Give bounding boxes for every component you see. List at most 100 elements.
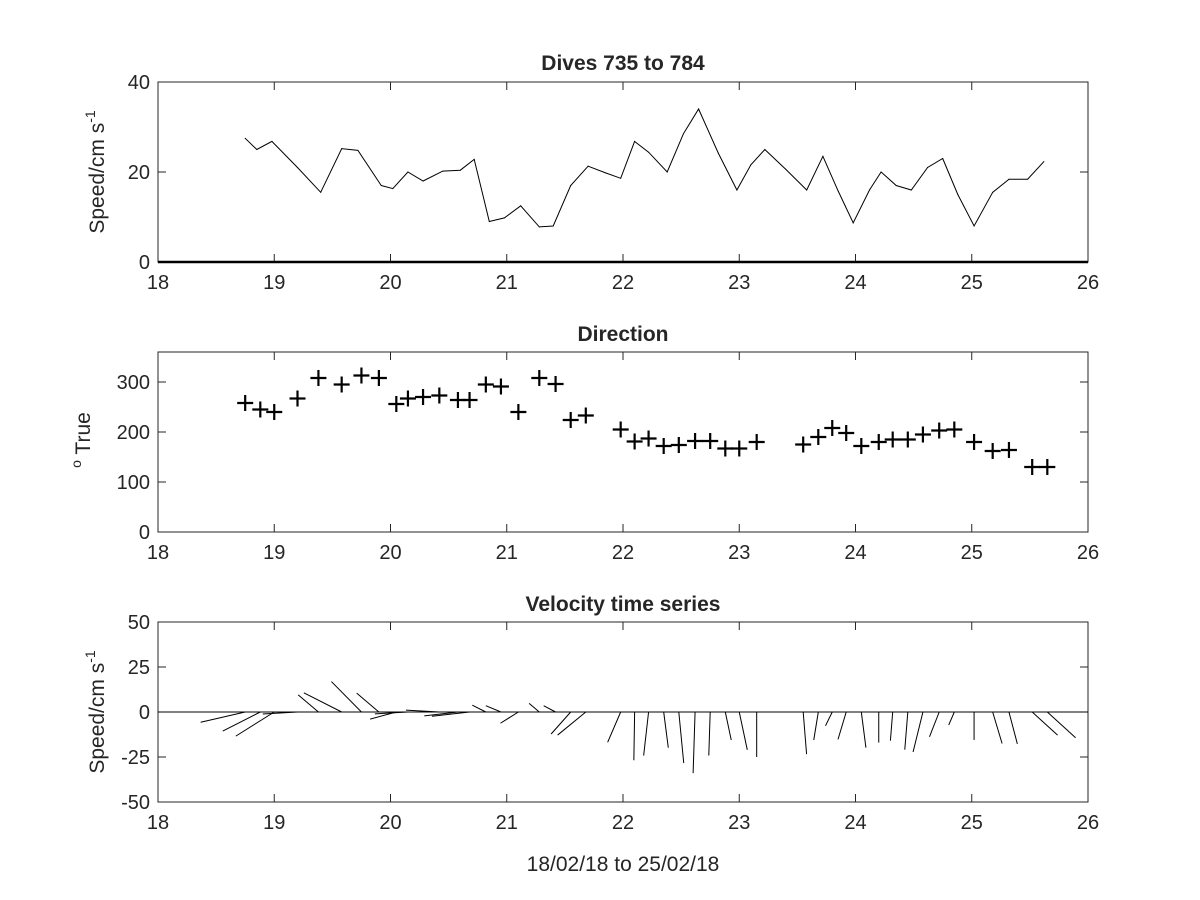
direction-panel-plus-marker xyxy=(914,426,931,443)
speed-panel-data-point xyxy=(648,151,650,153)
direction-panel-xtick-label: 22 xyxy=(612,542,634,564)
speed-panel: Dives 735 to 784 Speed/cm s-1 18 19 20 21 22… xyxy=(82,52,1099,294)
velocity-panel-ylabel-main: Speed/cm s xyxy=(86,663,109,774)
speed-panel-data-point xyxy=(852,222,854,224)
velocity-panel-velocity-stick xyxy=(889,711,894,741)
speed-panel-data-point xyxy=(910,189,912,191)
speed-panel-data-point xyxy=(868,189,870,191)
speed-panel-xtick-label: 24 xyxy=(844,272,866,294)
velocity-panel-velocity-stick xyxy=(692,711,696,774)
velocity-panel-velocity-stick xyxy=(992,711,1003,744)
direction-panel-plus-marker xyxy=(870,434,887,450)
direction-panel-ytick-label: 200 xyxy=(117,422,150,444)
velocity-panel-velocity-stick xyxy=(929,711,940,738)
direction-panel-plus-marker xyxy=(1039,459,1056,475)
direction-panel-plus-marker xyxy=(1000,442,1017,458)
velocity-panel-velocity-stick xyxy=(222,711,261,732)
velocity-panel-xtick-label: 25 xyxy=(961,812,983,834)
direction-panel-plus-marker xyxy=(388,396,405,412)
speed-panel-data-point xyxy=(244,137,246,139)
direction-panel-plus-marker xyxy=(577,407,594,424)
direction-panel-plus-marker xyxy=(687,433,704,449)
speed-panel-data-point xyxy=(927,167,929,168)
speed-panel-data-point xyxy=(957,194,959,195)
velocity-panel-velocity-stick xyxy=(356,692,380,713)
speed-panel-data-point xyxy=(1027,178,1029,180)
velocity-panel-ytick-label: -50 xyxy=(121,792,150,814)
velocity-panel-velocity-stick xyxy=(331,681,362,713)
velocity-panel-velocity-stick xyxy=(802,711,808,755)
direction-panel-ylabel-main: True xyxy=(72,412,95,460)
direction-panel-plus-marker xyxy=(547,376,564,392)
speed-panel-data-point xyxy=(973,225,975,227)
direction-panel-plus-marker xyxy=(510,404,527,420)
velocity-panel-velocity-stick xyxy=(297,694,319,713)
velocity-panel-velocity-stick xyxy=(424,711,458,717)
velocity-panel-velocity-stick xyxy=(663,711,669,748)
velocity-panel-velocity-stick xyxy=(405,709,440,713)
speed-panel-ytick-label: 20 xyxy=(128,162,150,184)
direction-panel-xtick-label: 18 xyxy=(147,542,169,564)
velocity-panel-velocity-stick xyxy=(708,711,711,756)
velocity-panel-xtick-label: 22 xyxy=(612,812,634,834)
speed-panel-data-point xyxy=(837,190,839,192)
velocity-panel-velocity-stick xyxy=(738,711,748,750)
velocity-panel-xtick-label: 24 xyxy=(844,812,866,834)
velocity-panel-velocity-stick xyxy=(200,711,246,723)
direction-panel-plus-marker xyxy=(899,431,916,448)
direction-panel-plus-marker xyxy=(702,433,719,449)
direction-panel-plus-marker xyxy=(266,404,283,420)
speed-panel-data-point xyxy=(422,180,424,182)
velocity-panel-velocity-stick xyxy=(235,711,275,737)
direction-panel-plus-marker xyxy=(477,376,494,393)
direction-panel-plus-marker xyxy=(810,429,827,445)
direction-panel-plus-marker xyxy=(461,392,478,408)
speed-panel-data-point xyxy=(473,158,475,160)
speed-panel-data-point xyxy=(407,171,409,173)
direction-panel-xtick-label: 26 xyxy=(1077,542,1099,564)
direction-panel-plus-marker xyxy=(1024,459,1041,475)
direction-panel-plus-marker xyxy=(333,376,350,393)
velocity-panel-xtick-label: 20 xyxy=(379,812,401,834)
velocity-panel-velocity-stick xyxy=(431,711,470,717)
direction-panel-xtick-label: 20 xyxy=(379,542,401,564)
direction-panel-plus-marker xyxy=(931,422,948,439)
speed-panel-ytick-label: 0 xyxy=(139,252,150,274)
direction-panel-plus-marker xyxy=(884,431,901,448)
velocity-panel-velocity-stick xyxy=(643,711,650,756)
direction-panel-plus-marker xyxy=(984,443,1001,459)
direction-panel-plus-marker xyxy=(717,440,734,457)
speed-panel-data-point xyxy=(736,189,738,191)
direction-panel-xtick-label: 21 xyxy=(496,542,518,564)
speed-panel-xtick-label: 19 xyxy=(263,272,285,294)
direction-panel-plus-marker xyxy=(670,437,687,453)
velocity-panel-velocity-stick xyxy=(1046,711,1076,739)
speed-panel-data-point xyxy=(503,217,505,219)
velocity-panel-velocity-stick xyxy=(472,704,487,713)
velocity-panel-velocity-stick xyxy=(528,702,540,713)
speed-panel-data-point xyxy=(880,171,882,173)
direction-panel-plus-marker xyxy=(626,433,643,450)
speed-panel-data-point xyxy=(605,172,607,174)
speed-panel-data-point xyxy=(271,140,273,142)
speed-panel-xtick-label: 25 xyxy=(961,272,983,294)
speed-panel-data-point xyxy=(634,140,636,142)
speed-panel-data-point xyxy=(620,177,622,179)
velocity-panel-velocity-stick xyxy=(1008,711,1018,744)
velocity-panel-xtick-label: 19 xyxy=(263,812,285,834)
velocity-panel-ytick-label: 25 xyxy=(128,657,150,679)
speed-panel-xtick-label: 21 xyxy=(496,272,518,294)
speed-panel-xtick-label: 23 xyxy=(728,272,750,294)
direction-panel-plus-marker xyxy=(612,421,629,438)
speed-panel-data-point xyxy=(488,221,490,222)
velocity-panel-ytick-label: 0 xyxy=(139,702,150,724)
speed-panel-data-point xyxy=(587,165,589,167)
speed-panel-data-point xyxy=(380,185,382,186)
speed-panel-data-point xyxy=(297,167,298,168)
speed-panel-data-point xyxy=(1043,161,1045,163)
direction-panel-plus-marker xyxy=(731,440,748,457)
speed-panel-ylabel-sup: -1 xyxy=(82,110,98,123)
direction-panel-plus-marker xyxy=(562,412,579,428)
direction-panel-plus-marker xyxy=(492,378,509,395)
